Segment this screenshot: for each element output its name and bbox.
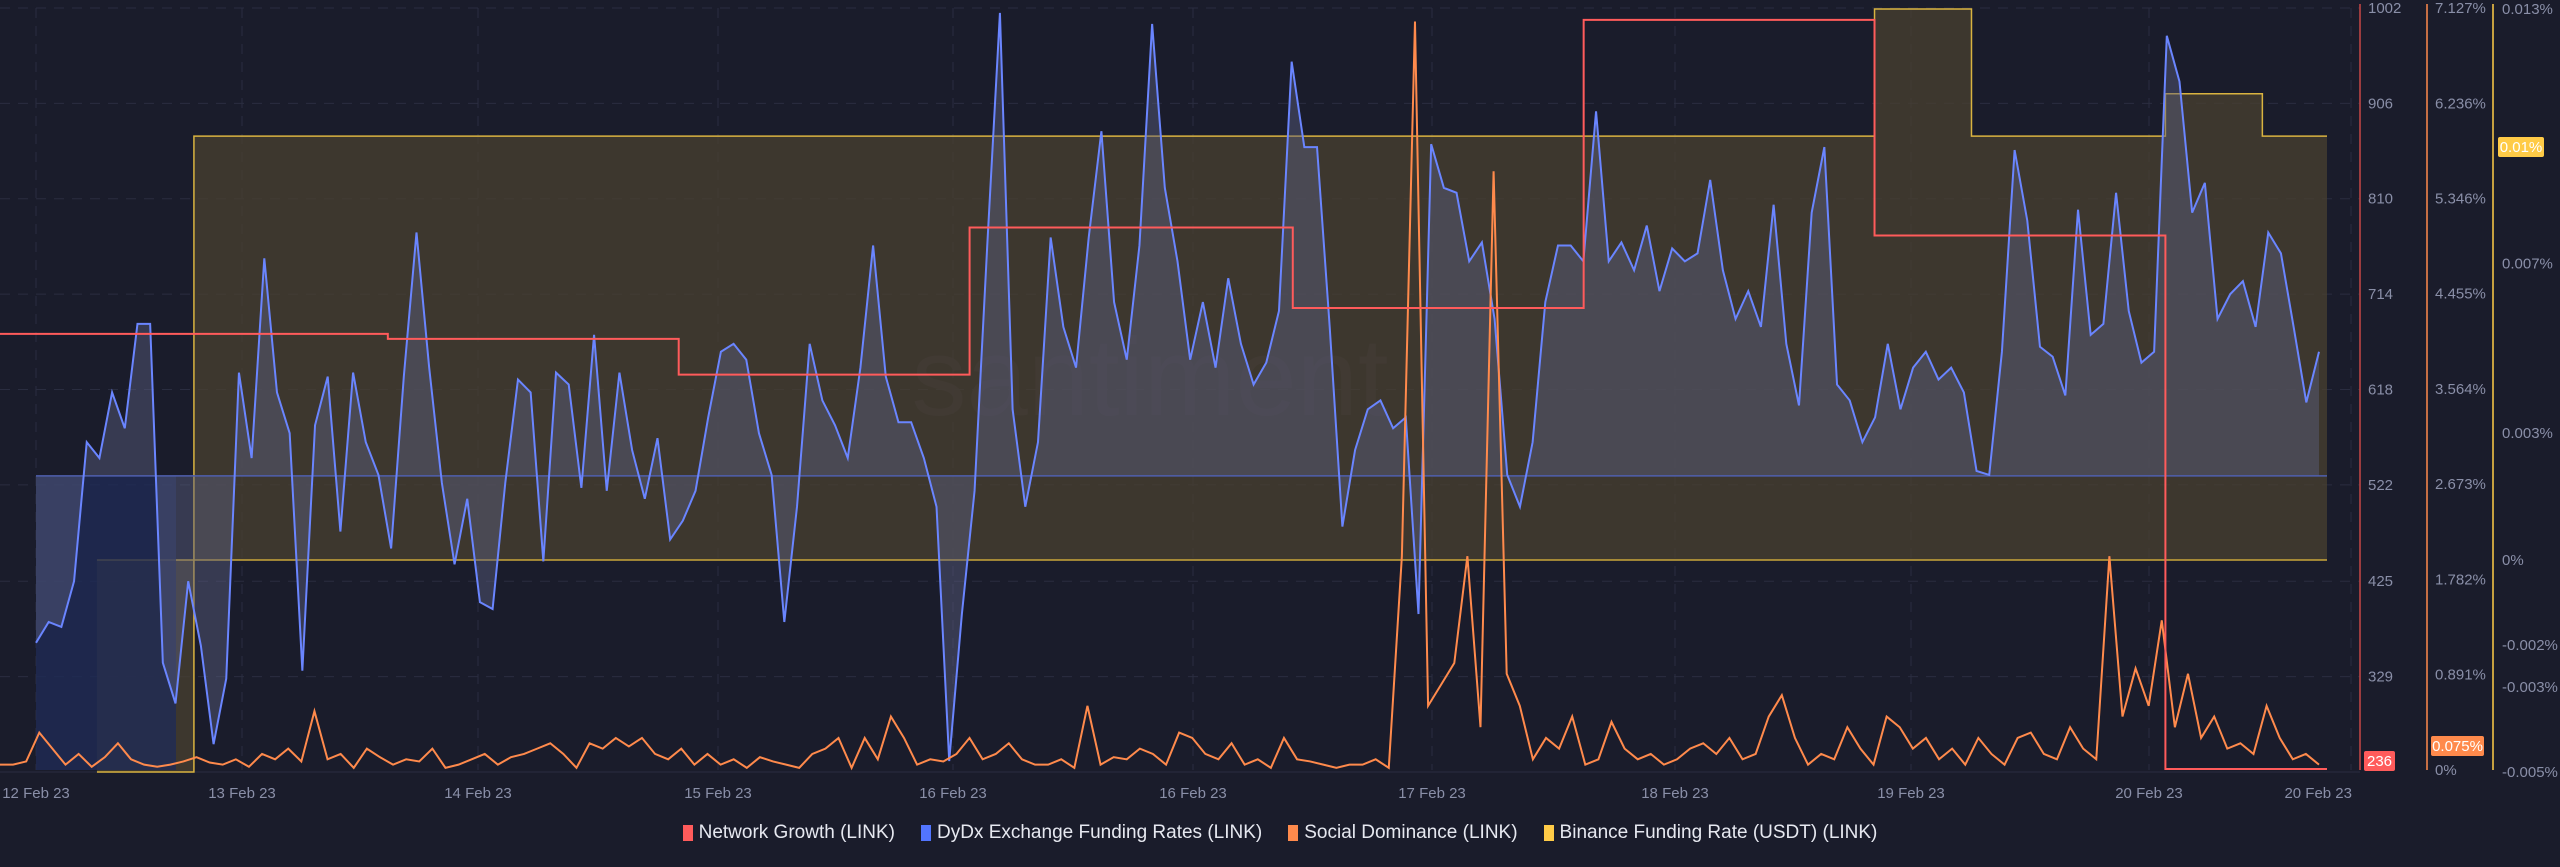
- network-growth-tick-label: 329: [2368, 669, 2393, 686]
- x-tick-label: 16 Feb 23: [919, 785, 987, 802]
- binance-funding-area: [96, 9, 2328, 772]
- x-tick-label: 12 Feb 23: [2, 785, 70, 802]
- binance-funding-tick-label: -0.002%: [2502, 637, 2558, 654]
- legend-swatch: [920, 825, 931, 841]
- social-dominance-tick-label: 3.564%: [2435, 381, 2486, 398]
- x-tick-label: 13 Feb 23: [208, 785, 276, 802]
- legend-item-network-growth[interactable]: Network Growth (LINK): [682, 822, 895, 844]
- series-layer: [0, 8, 2328, 773]
- legend-item-social-dominance[interactable]: Social Dominance (LINK): [1288, 822, 1518, 844]
- legend-label: Network Growth (LINK): [698, 822, 895, 843]
- dydx-funding-line: [35, 12, 2320, 762]
- binance-funding-tick-label: 0.007%: [2502, 255, 2553, 272]
- binance-funding-tick-label: 0.013%: [2502, 1, 2553, 18]
- dydx-funding-area: [36, 12, 2319, 762]
- network-growth-line: [0, 18, 2327, 770]
- binance-funding-current-badge-text: 0.01%: [2500, 139, 2543, 156]
- x-tick-label: 20 Feb 23: [2115, 785, 2183, 802]
- binance-funding-tick-label: 0%: [2502, 552, 2524, 569]
- legend-label: Social Dominance (LINK): [1304, 822, 1518, 843]
- x-tick-label: 14 Feb 23: [444, 785, 512, 802]
- network-growth-tick-label: 1002: [2368, 0, 2401, 17]
- network-growth-tick-label: 714: [2368, 286, 2393, 303]
- social-dominance-tick-label: 4.455%: [2435, 286, 2486, 303]
- axes-layer: 12 Feb 23 13 Feb 23 14 Feb 23 15 Feb 23 16 F…: [2, 0, 2558, 802]
- social-dominance-tick-label: 5.346%: [2435, 190, 2486, 207]
- legend-swatch: [1543, 825, 1554, 841]
- legend-label: DyDx Exchange Funding Rates (LINK): [936, 822, 1263, 843]
- network-growth-tick-label: 522: [2368, 477, 2393, 494]
- social-dominance-tick-label: 0.891%: [2435, 667, 2486, 684]
- x-tick-label: 19 Feb 23: [1877, 785, 1945, 802]
- social-dominance-tick-label: 7.127%: [2435, 0, 2486, 17]
- social-dominance-tick-label: 2.673%: [2435, 476, 2486, 493]
- binance-funding-line: [96, 8, 2327, 773]
- network-growth-current-badge: [2364, 751, 2395, 771]
- social-dominance-current-badge-text: 0.075%: [2432, 738, 2483, 755]
- network-growth-tick-label: 618: [2368, 381, 2393, 398]
- social-dominance-tick-label: 6.236%: [2435, 95, 2486, 112]
- legend-swatch: [682, 825, 693, 841]
- x-tick-label: 16 Feb 23: [1159, 785, 1227, 802]
- social-dominance-current-badge: [2431, 736, 2484, 756]
- network-growth-tick-label: 906: [2368, 95, 2393, 112]
- x-tick-label: 17 Feb 23: [1398, 785, 1466, 802]
- binance-funding-current-badge: [2498, 137, 2544, 157]
- social-dominance-line: [0, 21, 2320, 771]
- binance-funding-tick-label: 0.003%: [2502, 425, 2553, 442]
- x-tick-label: 18 Feb 23: [1641, 785, 1709, 802]
- legend-item-dydx-funding[interactable]: DyDx Exchange Funding Rates (LINK): [920, 822, 1263, 844]
- network-growth-tick-label: 425: [2368, 573, 2393, 590]
- binance-funding-tick-label: -0.005%: [2502, 764, 2558, 781]
- network-growth-tick-label: 810: [2368, 191, 2393, 208]
- legend: Network Growth (LINK) DyDx Exchange Fund…: [0, 822, 2560, 844]
- social-dominance-tick-label: 1.782%: [2435, 571, 2486, 588]
- legend-label: Binance Funding Rate (USDT) (LINK): [1559, 822, 1878, 843]
- x-tick-label: 15 Feb 23: [684, 785, 752, 802]
- network-growth-current-badge-text: 236: [2367, 753, 2392, 770]
- binance-funding-tick-label: -0.003%: [2502, 679, 2558, 696]
- dydx-left-fill: [36, 475, 176, 770]
- x-tick-label: 20 Feb 23: [2284, 785, 2352, 802]
- legend-item-binance-funding[interactable]: Binance Funding Rate (USDT) (LINK): [1543, 822, 1878, 844]
- legend-swatch: [1288, 825, 1299, 841]
- social-dominance-tick-label: 0%: [2435, 762, 2457, 779]
